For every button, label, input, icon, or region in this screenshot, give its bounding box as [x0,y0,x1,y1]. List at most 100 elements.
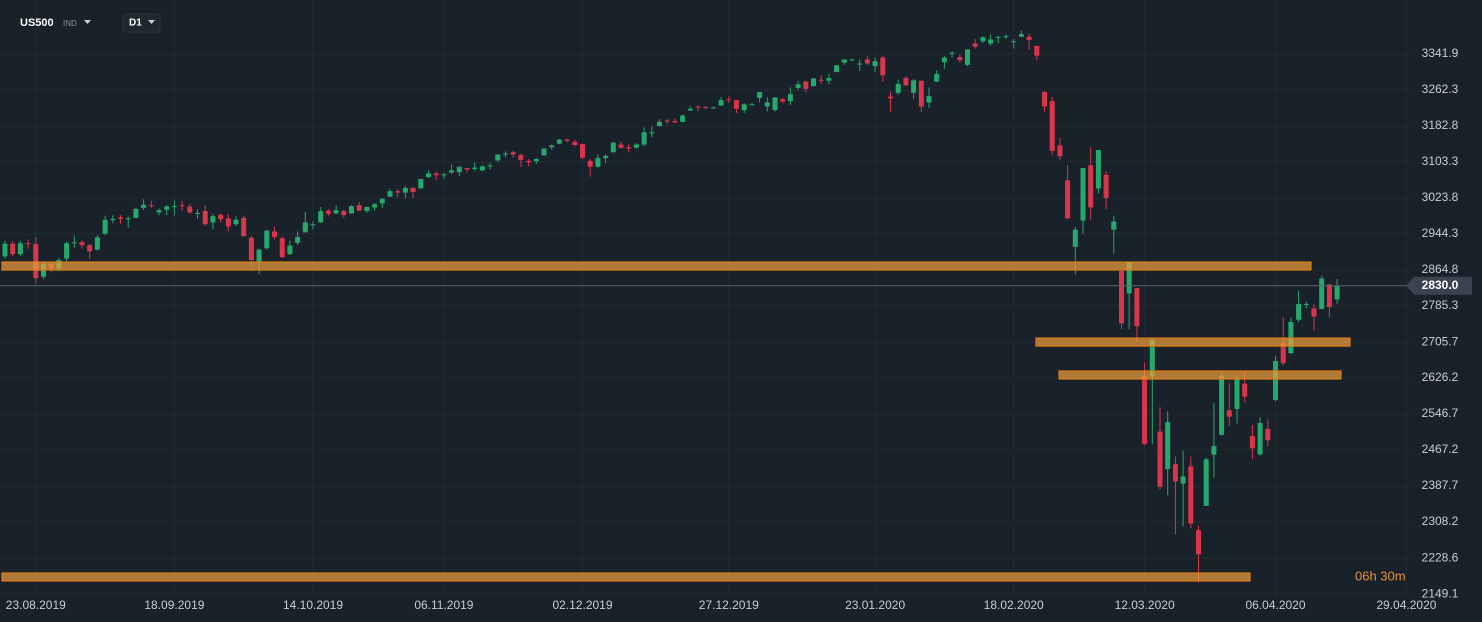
candle-body [595,158,601,167]
candle-body [1119,270,1124,324]
candle-body [1334,285,1340,300]
candle-body [1326,284,1332,308]
candle-body [995,36,1001,38]
candle-body [1088,165,1094,208]
dropdown-arrow[interactable] [148,20,155,24]
candle-body [918,80,924,107]
candle-body [1303,303,1309,305]
candle-body [1042,92,1047,107]
candle-body [1057,145,1063,157]
candle-body [1026,36,1032,40]
candle-body [556,139,562,144]
candle-body [341,211,347,216]
candle-body [387,191,393,197]
candle-body [1265,428,1271,441]
candle-body [310,224,316,226]
candle-body [433,173,439,176]
candle-body [1157,431,1163,487]
candle-body [210,216,216,223]
candle-body [911,80,917,93]
candle-body [780,99,786,102]
symbol[interactable]: US500 [20,17,54,29]
current-price-label: 2830.0 [1422,278,1459,292]
dropdown-arrow[interactable] [84,20,91,24]
candle-body [949,52,955,54]
timeframe[interactable]: D1 [129,18,142,29]
x-tick-label: 12.03.2020 [1115,598,1175,612]
candle-body [1196,530,1201,555]
candle-body [402,187,408,193]
candle-body [102,219,108,234]
candle-body [518,154,524,160]
candle-body [980,37,986,42]
candle-body [2,243,8,257]
candle-body [241,217,247,236]
candle-body [1257,422,1263,455]
candle-body [803,81,809,89]
candle-body [479,166,485,171]
y-tick-label: 2387.7 [1422,478,1459,492]
y-tick-label: 2705.7 [1422,334,1459,348]
candle-body [1203,459,1209,506]
candle-body [657,121,662,126]
candle-body [857,63,863,65]
candle-body [164,206,170,210]
candle-body [264,230,270,249]
candle-body [710,107,716,109]
candle-body [295,236,301,243]
candle-body [17,243,23,255]
candle-body [64,243,70,259]
market: IND [63,19,77,28]
candle-body [680,115,686,122]
candle-body [410,187,416,193]
candle-body [1142,376,1148,444]
candle-body [972,43,978,47]
candle-body [287,245,293,255]
y-tick-label: 3103.3 [1422,154,1459,168]
candle-body [1134,288,1140,327]
candle-body [110,218,116,221]
candle-body [718,100,724,106]
x-tick-label: 06.11.2019 [414,598,473,612]
candle-body [256,249,262,263]
candle-body [957,57,963,61]
candle-body [687,108,693,111]
candle-body [864,59,870,64]
candle-body [1149,339,1155,377]
candle-body [541,148,547,156]
overlay: 3341.9 3262.3 3182.8 3103.3 3023.8 2944.3 2864… [0,46,1472,612]
candle-body [233,219,239,225]
candle-body [1034,45,1040,56]
timeframe-box[interactable] [122,13,161,33]
candle-body [834,65,840,73]
candle-body [603,155,609,159]
candle-body [734,100,739,109]
candle-body [1165,422,1171,470]
candle-body [33,244,39,279]
candle-body [79,242,85,246]
candle-body [526,160,532,163]
candle-body [572,141,578,145]
candle-body [965,49,970,65]
candle-body [472,167,478,169]
candle-body [156,210,162,213]
candle-body [318,211,324,223]
countdown: 06h 30m [1355,568,1406,583]
candle-body [888,96,893,99]
y-tick-label: 3023.8 [1422,190,1459,204]
candle-body [302,222,308,233]
candle-body [626,147,632,149]
candle-body [503,153,508,155]
candle-body [772,97,778,111]
support-level [1,261,1312,271]
candle-body [141,204,147,208]
candle-body [695,106,701,108]
y-tick-label: 2546.7 [1422,406,1459,420]
candle-body [787,94,793,102]
x-tick-label: 02.12.2019 [552,598,612,612]
support-level [1035,337,1351,347]
x-tick-label: 06.04.2020 [1245,598,1305,612]
candle-body [372,204,378,208]
candle-body [133,208,139,218]
y-tick-label: 2228.6 [1422,550,1459,564]
